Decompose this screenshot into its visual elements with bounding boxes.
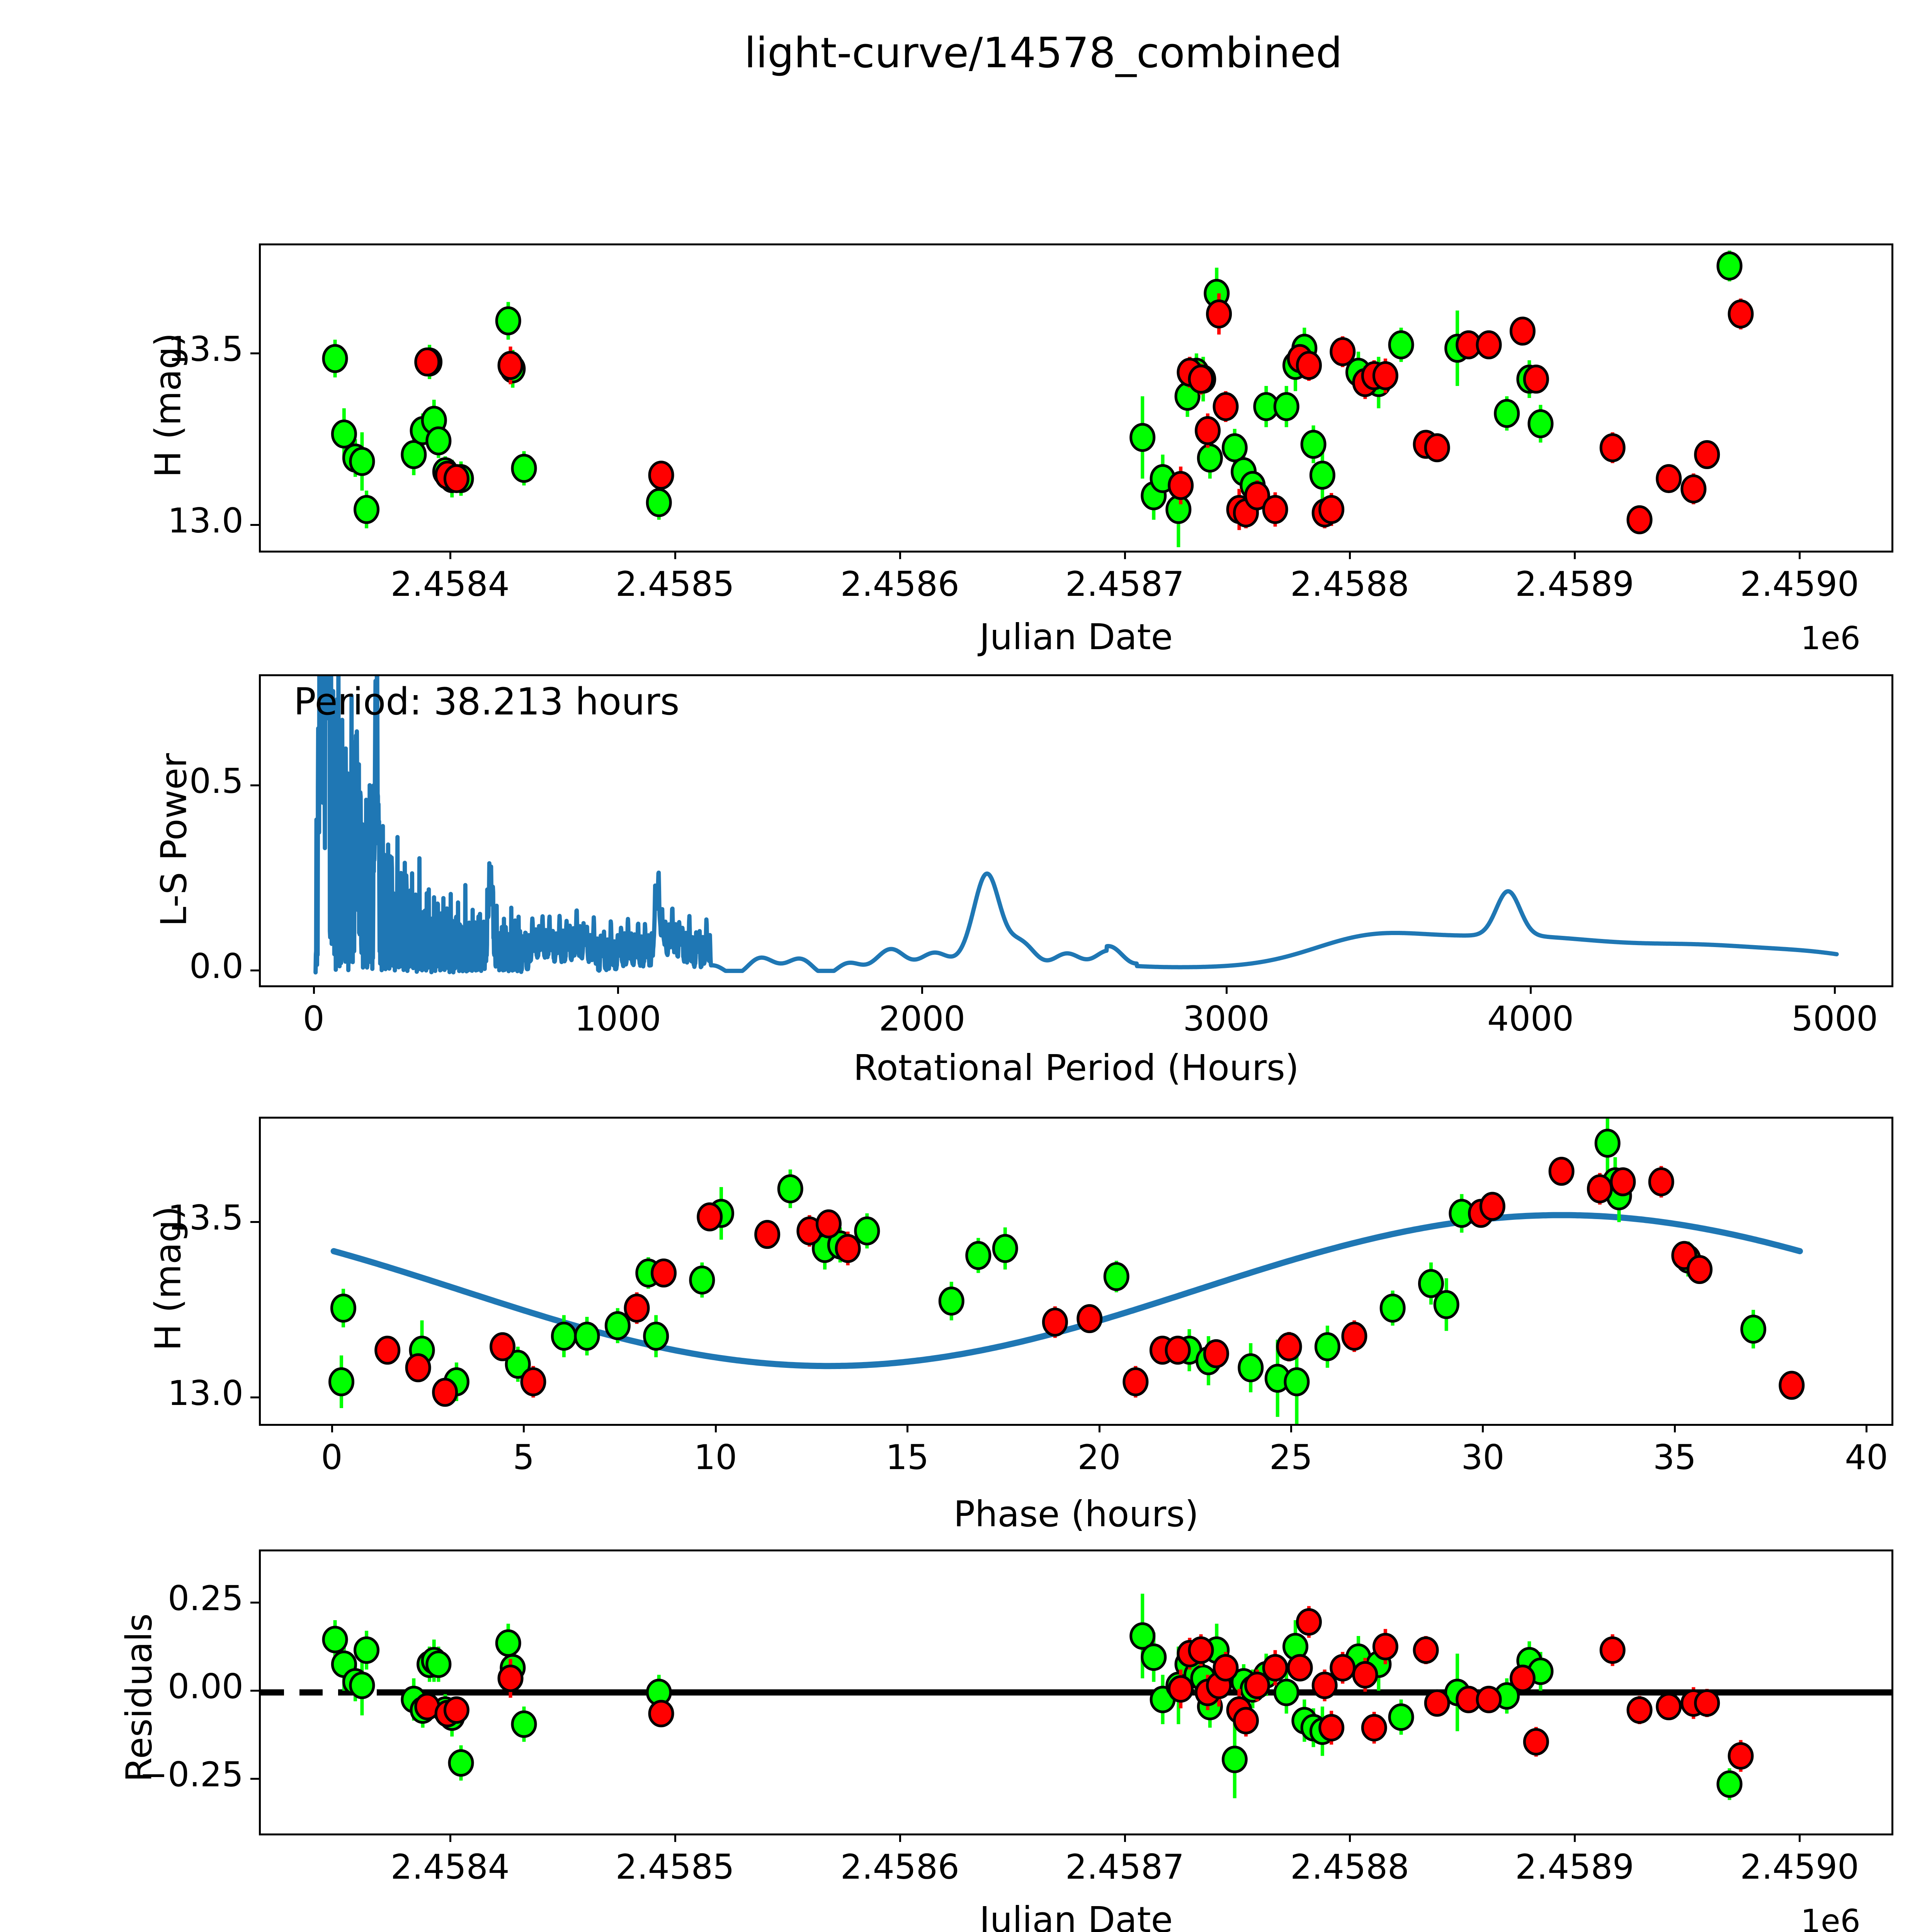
tick-mark — [1574, 551, 1576, 559]
tick-mark — [1529, 985, 1532, 994]
panel3-canvas — [328, 1119, 1805, 1424]
tick-mark — [250, 1396, 259, 1399]
tick-mark — [250, 1221, 259, 1223]
tick-mark — [1349, 1833, 1351, 1842]
tick-mark — [1098, 1424, 1100, 1432]
panel2-ylabel: L-S Power — [153, 753, 195, 927]
tick-label: 2.4585 — [615, 1847, 735, 1887]
tick-label: 13.0 — [168, 500, 243, 541]
tick-mark — [250, 352, 259, 355]
figure-title: light-curve/14578_combined — [744, 29, 1342, 77]
tick-label: 2.4587 — [1065, 564, 1184, 604]
tick-mark — [523, 1424, 525, 1432]
panel4-x-offset: 1e6 — [1801, 1903, 1861, 1932]
panel4-canvas — [261, 1594, 1891, 1800]
period-annotation: Period: 38.213 hours — [294, 680, 680, 723]
panel2-xlabel: Rotational Period (Hours) — [853, 1047, 1299, 1088]
panel1-x-offset: 1e6 — [1801, 620, 1861, 657]
tick-mark — [1124, 1833, 1126, 1842]
tick-mark — [906, 1424, 909, 1432]
tick-mark — [1834, 985, 1836, 994]
tick-label: 13.5 — [168, 329, 243, 369]
tick-mark — [899, 1833, 901, 1842]
tick-mark — [313, 985, 315, 994]
tick-mark — [250, 784, 259, 787]
tick-label: 13.5 — [168, 1198, 243, 1238]
tick-mark — [1482, 1424, 1484, 1432]
tick-mark — [250, 1778, 259, 1780]
panel1-canvas — [322, 250, 1754, 548]
tick-label: 0.25 — [168, 1578, 243, 1618]
tick-label: 40 — [1845, 1437, 1888, 1477]
tick-mark — [1799, 1833, 1801, 1842]
tick-mark — [1290, 1424, 1292, 1432]
panel2-canvas — [313, 676, 1839, 975]
tick-label: 30 — [1461, 1437, 1505, 1477]
tick-mark — [617, 985, 619, 994]
tick-label: 2000 — [879, 999, 966, 1039]
tick-label: 2.4588 — [1290, 1847, 1409, 1887]
tick-label: 10 — [694, 1437, 737, 1477]
tick-label: 2.4585 — [615, 564, 735, 604]
tick-mark — [1349, 551, 1351, 559]
tick-label: 0.0 — [189, 946, 243, 986]
tick-mark — [449, 551, 451, 559]
tick-label: 5 — [513, 1437, 535, 1477]
tick-label: −0.25 — [139, 1755, 243, 1795]
tick-mark — [714, 1424, 717, 1432]
tick-label: 25 — [1269, 1437, 1313, 1477]
tick-mark — [899, 551, 901, 559]
tick-mark — [250, 1601, 259, 1604]
tick-mark — [674, 551, 676, 559]
tick-mark — [1574, 1833, 1576, 1842]
tick-label: 35 — [1653, 1437, 1696, 1477]
tick-mark — [449, 1833, 451, 1842]
panel3-xlabel: Phase (hours) — [953, 1493, 1199, 1535]
panel1-xlabel: Julian Date — [979, 616, 1173, 658]
tick-label: 2.4588 — [1290, 564, 1409, 604]
tick-mark — [331, 1424, 333, 1432]
panel-periodogram — [259, 674, 1893, 987]
tick-label: 2.4590 — [1740, 1847, 1859, 1887]
panel4-xlabel: Julian Date — [979, 1899, 1173, 1932]
tick-mark — [1799, 551, 1801, 559]
tick-label: 2.4589 — [1515, 564, 1634, 604]
tick-mark — [674, 1833, 676, 1842]
tick-label: 2.4587 — [1065, 1847, 1184, 1887]
tick-label: 2.4586 — [840, 564, 959, 604]
tick-label: 0.5 — [189, 761, 243, 801]
tick-label: 13.0 — [168, 1373, 243, 1413]
tick-label: 20 — [1077, 1437, 1121, 1477]
panel-light-curve — [259, 243, 1893, 553]
tick-label: 2.4589 — [1515, 1847, 1634, 1887]
tick-label: 2.4584 — [390, 1847, 510, 1887]
tick-mark — [1866, 1424, 1868, 1432]
tick-mark — [250, 969, 259, 972]
panel3-ylabel: H (mag) — [147, 1206, 189, 1351]
tick-mark — [1225, 985, 1228, 994]
tick-label: 0.00 — [168, 1667, 243, 1706]
tick-mark — [250, 1690, 259, 1692]
tick-label: 5000 — [1791, 999, 1878, 1039]
tick-label: 4000 — [1487, 999, 1574, 1039]
tick-mark — [921, 985, 923, 994]
tick-label: 0 — [303, 999, 325, 1039]
panel1-ylabel: H (mag) — [147, 333, 189, 478]
tick-label: 2.4584 — [390, 564, 510, 604]
tick-mark — [1673, 1424, 1676, 1432]
tick-mark — [250, 524, 259, 526]
tick-label: 0 — [321, 1437, 343, 1477]
tick-label: 15 — [886, 1437, 929, 1477]
panel-phase-folded — [259, 1117, 1893, 1426]
tick-label: 2.4586 — [840, 1847, 959, 1887]
panel-residuals — [259, 1549, 1893, 1835]
tick-mark — [1124, 551, 1126, 559]
tick-label: 2.4590 — [1740, 564, 1859, 604]
tick-label: 3000 — [1183, 999, 1270, 1039]
tick-label: 1000 — [575, 999, 661, 1039]
